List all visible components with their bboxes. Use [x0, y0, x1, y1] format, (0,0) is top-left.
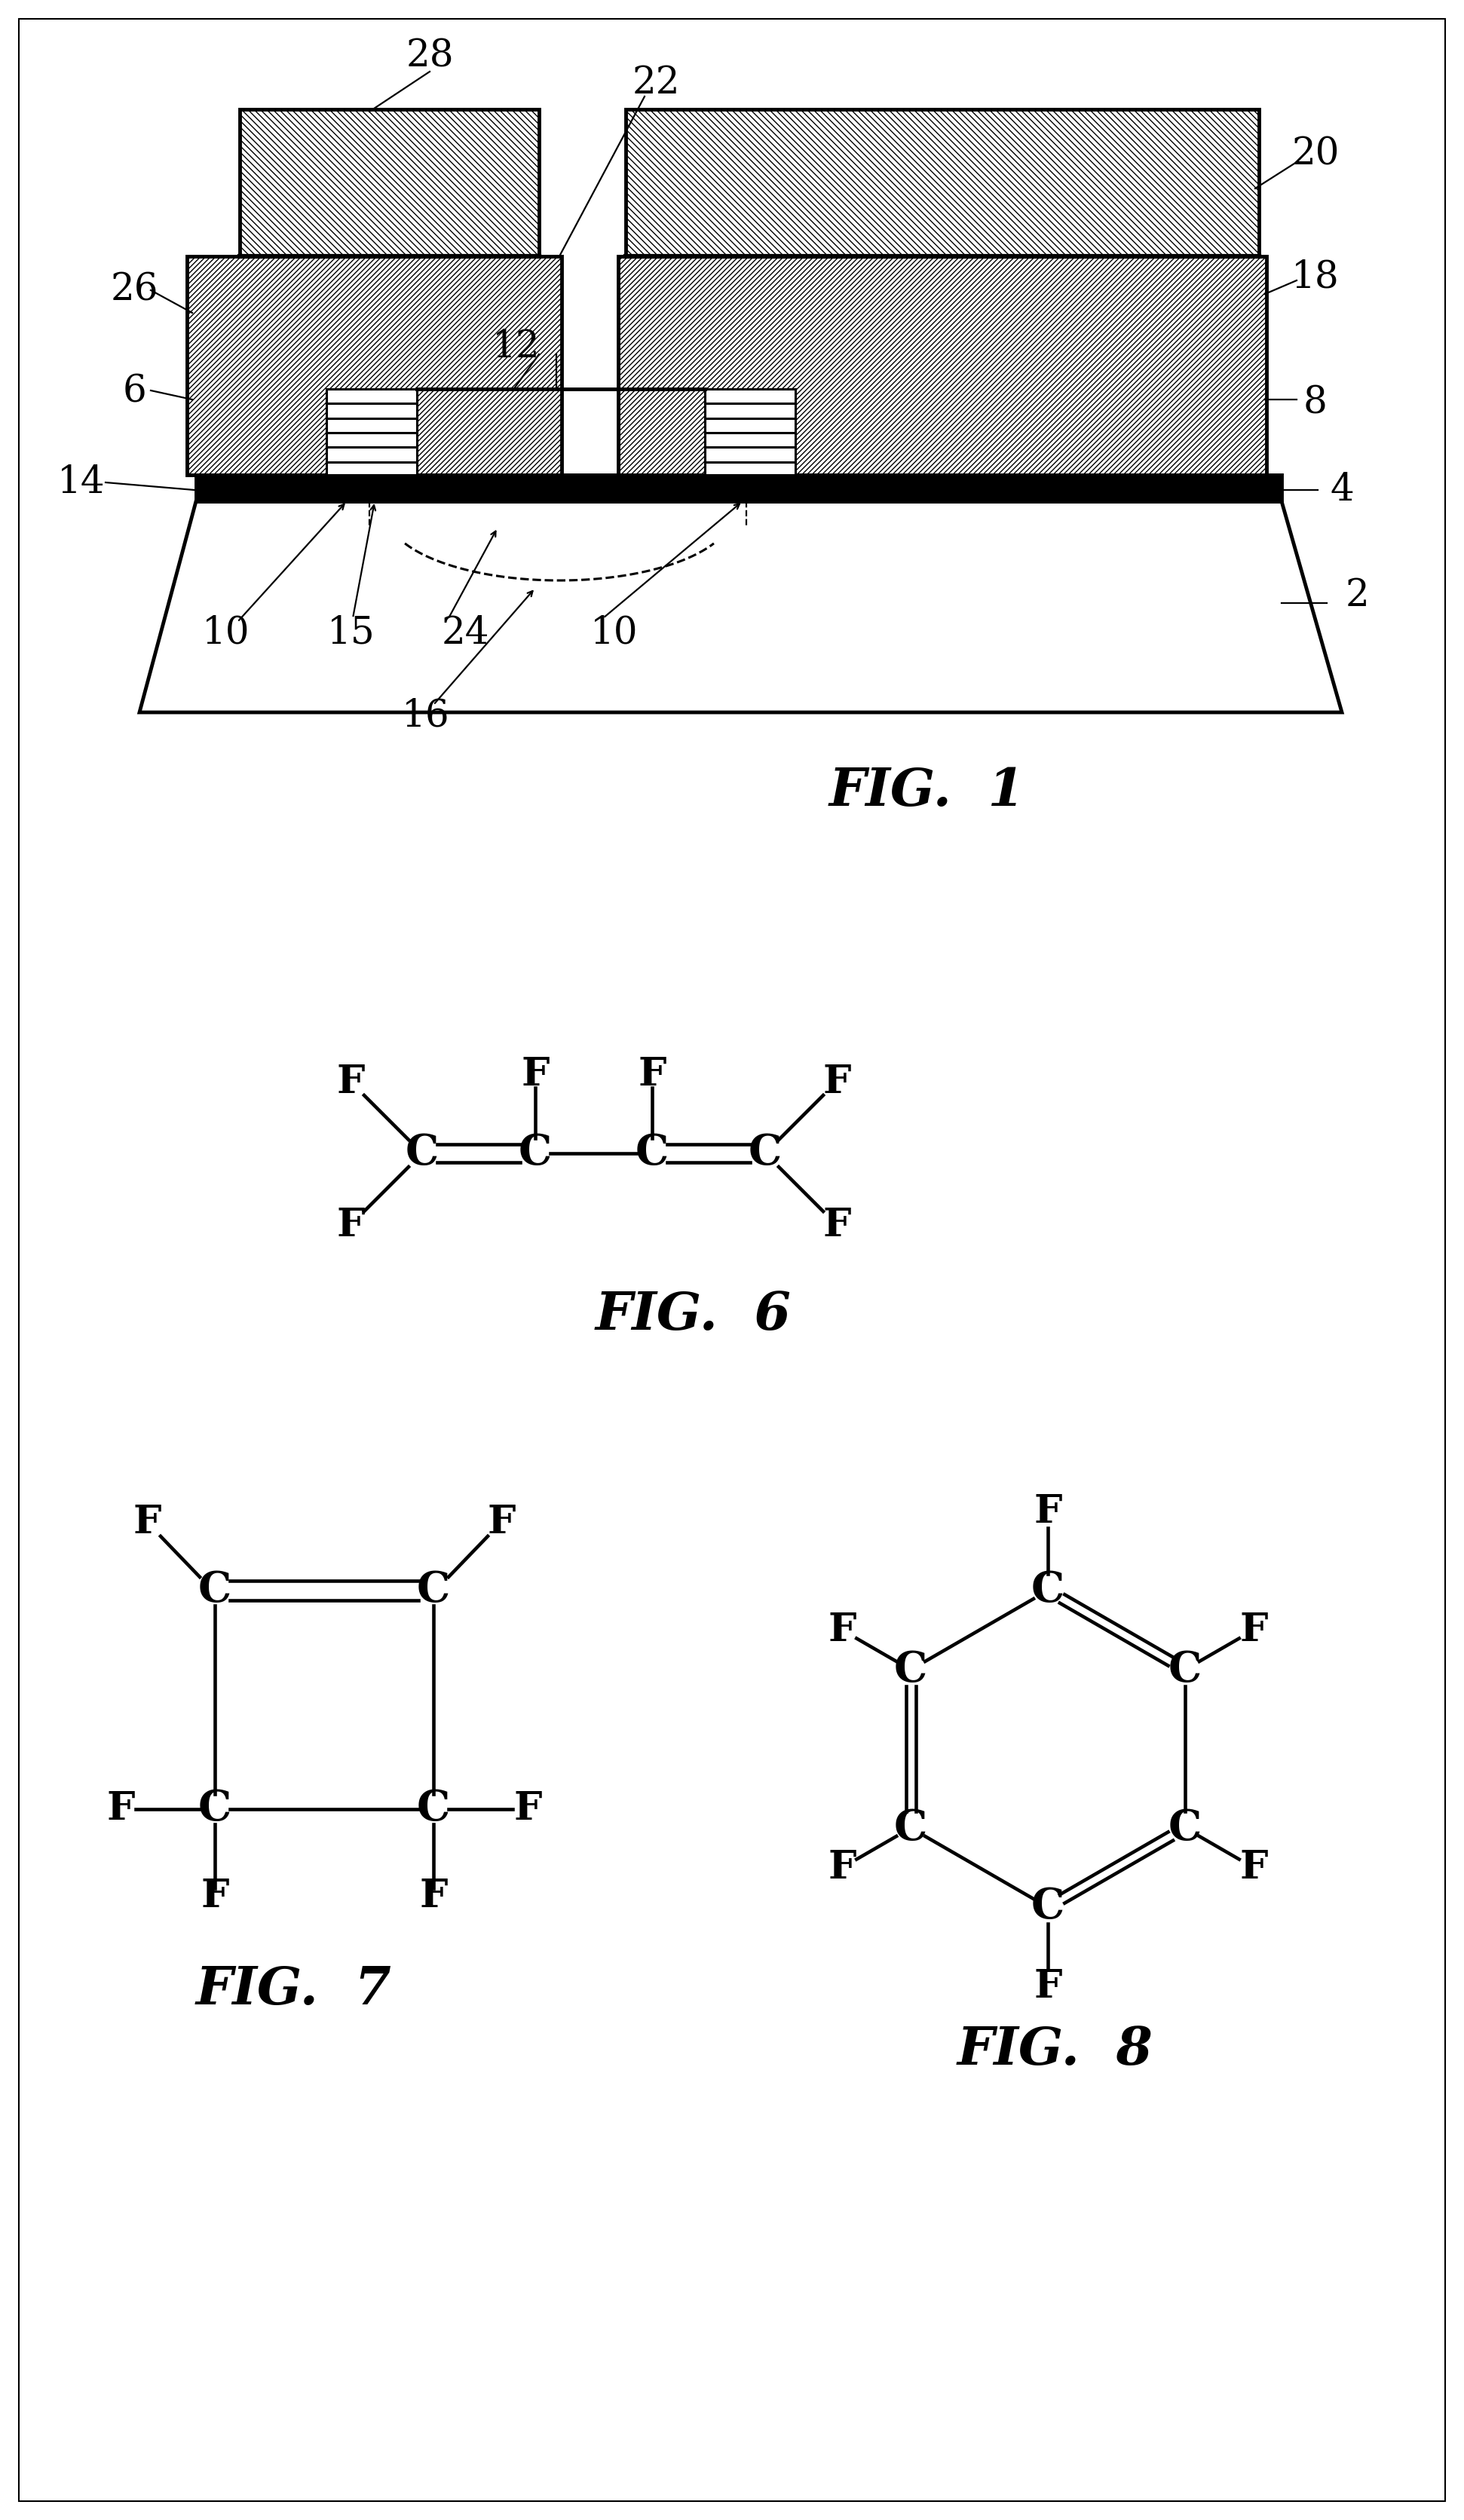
Text: 18: 18 — [1291, 260, 1340, 295]
Polygon shape — [139, 501, 1342, 713]
Text: F: F — [419, 1877, 448, 1915]
Text: 15: 15 — [328, 615, 375, 653]
Text: FIG.  7: FIG. 7 — [196, 1966, 392, 2016]
Text: C: C — [895, 1807, 928, 1850]
Text: FIG.  8: FIG. 8 — [957, 2026, 1154, 2076]
Text: F: F — [337, 1063, 365, 1101]
Text: C: C — [1031, 1570, 1064, 1610]
Text: 6: 6 — [122, 373, 146, 411]
Text: 14: 14 — [57, 464, 105, 501]
Polygon shape — [618, 257, 1266, 474]
Text: C: C — [198, 1789, 231, 1830]
Text: 16: 16 — [403, 698, 449, 736]
Text: F: F — [488, 1504, 515, 1542]
Bar — [196, 474, 1281, 501]
Text: FIG.  1: FIG. 1 — [829, 766, 1025, 816]
Text: C: C — [1168, 1648, 1202, 1691]
Text: F: F — [823, 1063, 851, 1101]
Polygon shape — [240, 108, 539, 257]
Text: C: C — [417, 1789, 449, 1830]
Text: F: F — [829, 1847, 856, 1887]
Text: F: F — [638, 1056, 666, 1094]
Text: 26: 26 — [110, 272, 158, 310]
Text: F: F — [1034, 1492, 1061, 1530]
Text: C: C — [1031, 1887, 1064, 1928]
Text: F: F — [133, 1504, 161, 1542]
Text: F: F — [201, 1877, 228, 1915]
Text: F: F — [1240, 1847, 1268, 1887]
Text: C: C — [406, 1131, 439, 1174]
Polygon shape — [187, 257, 562, 474]
Polygon shape — [625, 108, 1259, 257]
Text: 12: 12 — [492, 328, 540, 365]
Text: 8: 8 — [1303, 386, 1328, 421]
Text: 20: 20 — [1291, 136, 1340, 174]
Text: 4: 4 — [1329, 471, 1354, 509]
Text: 24: 24 — [441, 615, 489, 653]
Bar — [326, 388, 417, 474]
Text: 10: 10 — [590, 615, 638, 653]
Text: F: F — [1240, 1610, 1268, 1651]
Text: F: F — [823, 1205, 851, 1245]
Text: FIG.  6: FIG. 6 — [596, 1290, 792, 1341]
Text: 2: 2 — [1345, 577, 1369, 615]
Bar — [704, 388, 795, 474]
Text: C: C — [635, 1131, 669, 1174]
Text: C: C — [518, 1131, 552, 1174]
Text: 28: 28 — [406, 38, 454, 76]
Text: 10: 10 — [202, 615, 250, 653]
Text: F: F — [107, 1789, 135, 1830]
Text: F: F — [514, 1789, 542, 1830]
Text: F: F — [829, 1610, 856, 1651]
Text: 22: 22 — [632, 66, 679, 101]
Text: C: C — [748, 1131, 782, 1174]
Text: F: F — [337, 1205, 365, 1245]
Text: F: F — [521, 1056, 549, 1094]
Text: C: C — [1168, 1807, 1202, 1850]
Text: C: C — [417, 1570, 449, 1610]
Text: C: C — [198, 1570, 231, 1610]
Text: F: F — [1034, 1968, 1061, 2006]
Text: C: C — [895, 1648, 928, 1691]
